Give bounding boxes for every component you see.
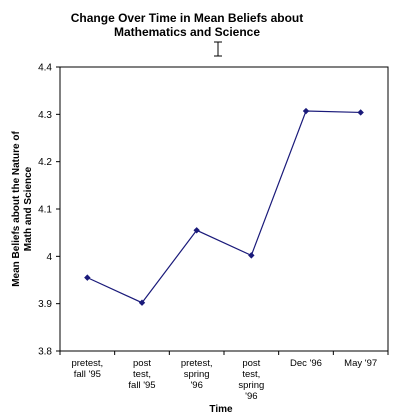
y-tick-label: 4.1 [38,205,52,216]
data-point-marker [248,252,255,259]
x-category-label: pretest, fall '95 [71,358,103,380]
data-point-marker [302,107,310,115]
y-tick-label: 3.9 [38,299,52,310]
y-tick-label: 4.4 [38,63,52,74]
y-axis-title-line-1: Mean Beliefs about the Nature of [11,131,22,287]
y-tick-label: 4.3 [38,110,52,121]
data-point-marker [84,274,91,281]
x-axis-title: Time [209,404,233,415]
y-axis: 3.8 3.9 4 4.1 4.2 4.3 4.4 [38,63,60,358]
x-category-label: post test, spring '96 [238,358,264,402]
data-point-marker [193,227,200,234]
chart-title-line-2: Mathematics and Science [114,25,260,39]
y-tick-label: 4.2 [38,157,52,168]
series-line [87,110,361,304]
plot-area [59,66,389,352]
x-category-label: Dec '96 [290,358,322,369]
x-category-label: May '97 [344,358,377,369]
y-tick-label: 4 [46,252,52,263]
data-point-marker [138,299,146,306]
text-cursor-icon [214,41,222,57]
y-axis-title-line-2: Math and Science [23,166,34,251]
series-mean-beliefs [84,107,364,306]
x-category-label: post test, fall '95 [128,358,155,391]
y-tick-label: 3.8 [38,347,52,358]
x-category-label: pretest, spring '96 [181,358,213,391]
data-point-marker [357,109,364,116]
chart-title-line-1: Change Over Time in Mean Beliefs about [71,11,304,25]
x-axis: pretest, fall '95 post test, fall '95 pretest… [59,351,389,402]
